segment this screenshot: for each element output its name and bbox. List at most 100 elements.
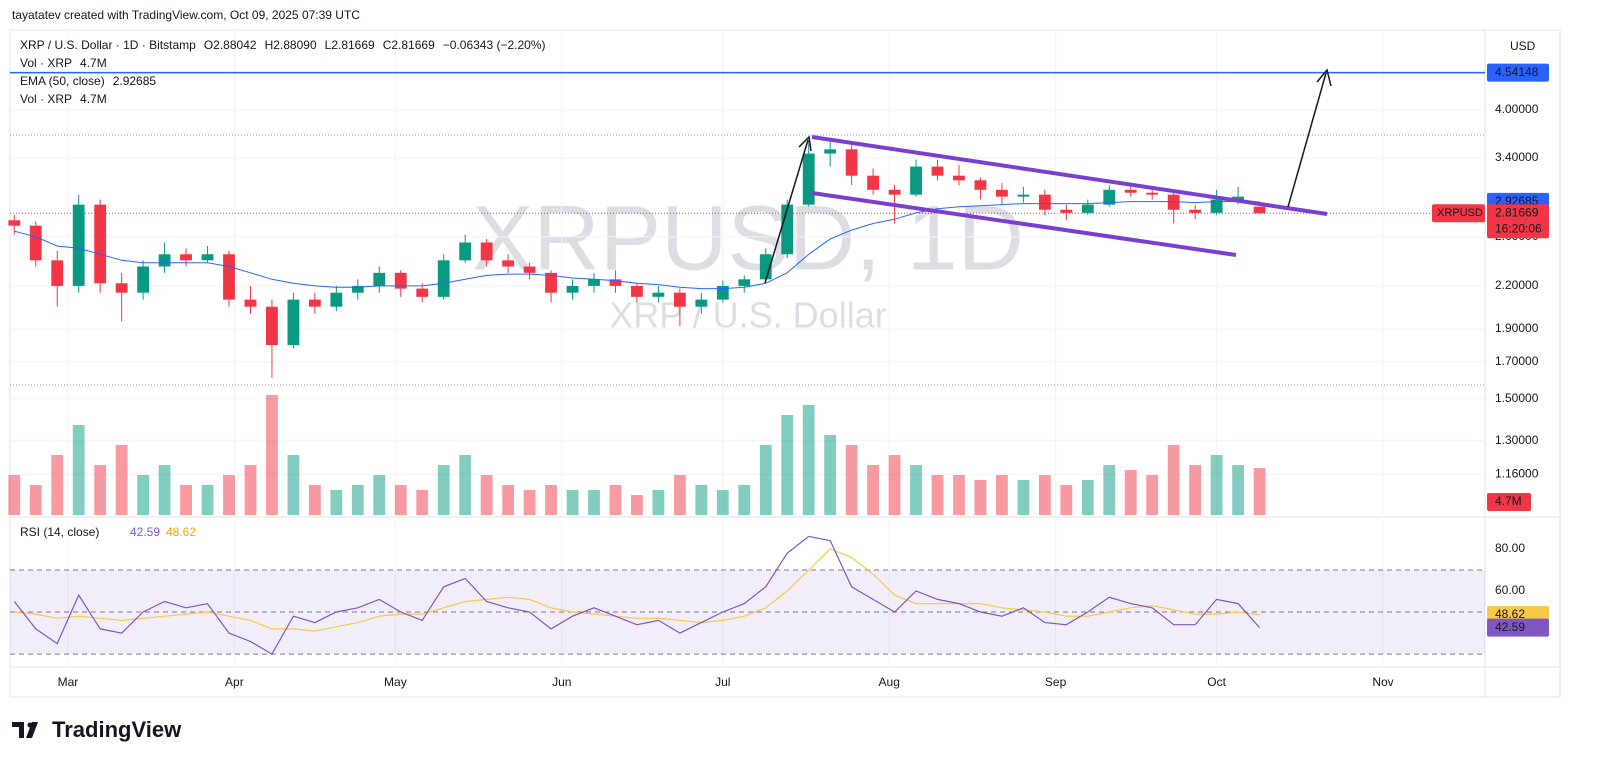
volume-bar	[29, 485, 42, 515]
volume-bar	[1038, 475, 1051, 515]
volume-bar	[94, 465, 107, 515]
volume-bar	[716, 490, 729, 515]
candle-body	[1060, 209, 1073, 213]
volume-bar	[1232, 465, 1244, 515]
volume-bar	[459, 455, 472, 515]
legend-key: C	[383, 38, 392, 52]
candle-body	[437, 260, 450, 297]
rsi-legend-value: 42.59	[130, 525, 160, 539]
candle-body	[1210, 199, 1223, 213]
volume-bar	[523, 490, 536, 515]
volume-bar	[266, 395, 278, 515]
indicator-name: EMA (50, close)	[20, 74, 105, 88]
candle-body	[351, 285, 364, 293]
volume-bar	[802, 405, 815, 515]
volume-bar	[974, 480, 987, 515]
candle-body	[223, 254, 235, 300]
x-tick-label: Oct	[1207, 675, 1226, 689]
volume-bar	[1124, 470, 1137, 515]
volume-bar	[373, 475, 386, 515]
volume-bar	[394, 485, 407, 515]
candle-body	[1253, 206, 1266, 214]
arrow-head	[798, 135, 812, 152]
volume-bar	[738, 485, 751, 515]
y-tick-label: 4.00000	[1495, 102, 1539, 116]
ema-line	[14, 201, 1260, 290]
candle-body	[201, 254, 214, 261]
volume-bar	[1210, 455, 1223, 515]
legend-key: O	[204, 38, 213, 52]
volume-bar	[824, 435, 837, 515]
legend-value: 2.81669	[391, 38, 435, 52]
frame	[9, 29, 1561, 698]
volume-bar	[1103, 465, 1116, 515]
x-tick-label: Jul	[715, 675, 730, 689]
volume-bar	[1081, 480, 1094, 515]
rsi-tick-label: 60.00	[1495, 583, 1525, 597]
indicator-name: Vol · XRP	[20, 92, 72, 106]
volume-bar	[437, 465, 450, 515]
rsi-legend: RSI (14, close)	[20, 525, 99, 539]
candle-body	[29, 225, 42, 261]
volume-bar	[566, 490, 579, 515]
x-tick-label: May	[384, 675, 407, 689]
volume-bar	[996, 475, 1008, 515]
volume-bar	[201, 485, 214, 515]
candle-body	[845, 149, 858, 176]
volume-bar	[287, 455, 300, 515]
rsi-ma-label: 48.62	[1495, 607, 1525, 621]
x-tick-label: Sep	[1045, 675, 1067, 689]
volume-bar	[1253, 468, 1266, 515]
volume-bar	[631, 495, 643, 515]
y-tick-label: 1.70000	[1495, 354, 1539, 368]
volume-bar	[115, 445, 128, 515]
indicator-value: 4.7M	[80, 92, 107, 106]
candle-body	[373, 272, 386, 286]
volume-bar	[867, 465, 880, 515]
volume-bar	[223, 475, 235, 515]
candle-body	[695, 299, 708, 307]
volume-bar	[351, 485, 364, 515]
rsi-ma-line	[14, 548, 1260, 632]
volume-bar	[1017, 480, 1030, 515]
indicator-name: Vol · XRP	[20, 56, 72, 70]
symbol-tag-bg	[1432, 204, 1485, 223]
rsi-ma-legend-value: 48.62	[166, 525, 196, 539]
volume-bar	[545, 485, 557, 515]
indicator-value: 2.92685	[113, 74, 157, 88]
candle-body	[759, 254, 772, 280]
legend-title: XRP / U.S. Dollar · 1D · Bitstamp	[20, 38, 196, 52]
legend-change: −0.06343 (−2.20%)	[443, 38, 546, 52]
rsi-line	[13, 535, 1261, 655]
candle-body	[115, 283, 128, 293]
rsi-pane	[10, 535, 1485, 655]
candle-body	[652, 292, 665, 297]
target-label-bg	[1487, 63, 1549, 82]
candle-body	[1146, 192, 1159, 195]
candle-body	[416, 288, 429, 297]
candle-body	[566, 285, 579, 293]
price-plot	[8, 71, 1485, 378]
candle-body	[867, 175, 880, 190]
legend-value: 2.88090	[273, 38, 317, 52]
x-tick-label: Apr	[225, 675, 244, 689]
candle-body	[781, 204, 794, 255]
candle-body	[1232, 196, 1244, 200]
rsi-label-bg	[1487, 618, 1549, 637]
channel-lower	[811, 191, 1237, 257]
candle-body	[1189, 209, 1202, 213]
volume-tag-bg	[1487, 493, 1531, 511]
y-tick-label: 1.16000	[1495, 466, 1539, 480]
volume-bar	[416, 490, 429, 515]
volume-bar	[1060, 485, 1073, 515]
volume-bar	[781, 415, 794, 515]
logo-dot	[27, 722, 33, 728]
x-tick-label: Mar	[58, 675, 79, 689]
volume-bar	[244, 465, 257, 515]
candle-body	[738, 279, 751, 286]
volume-bar	[8, 475, 21, 515]
candle-body	[974, 180, 987, 190]
volume-bar	[180, 485, 192, 515]
indicator-value: 4.7M	[80, 56, 107, 70]
